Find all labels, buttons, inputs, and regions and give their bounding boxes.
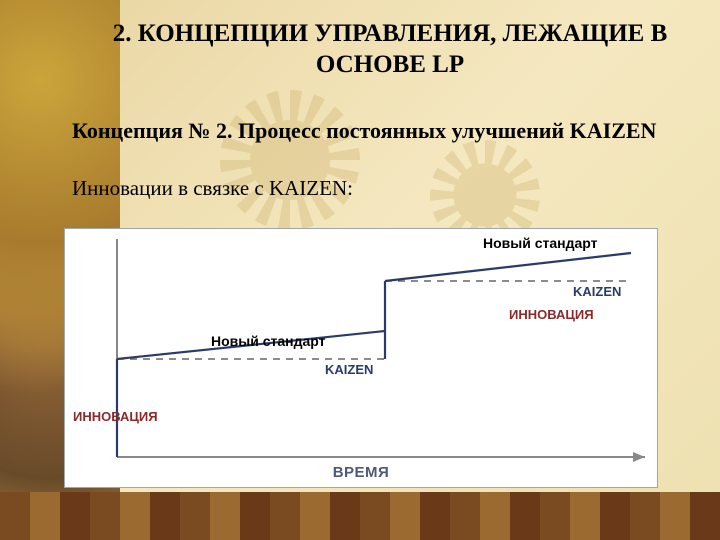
lead-text: Инновации в связке с KAIZEN:	[72, 176, 682, 201]
slide: 2. КОНЦЕПЦИИ УПРАВЛЕНИЯ, ЛЕЖАЩИЕ В ОСНОВ…	[0, 0, 720, 540]
slide-title: 2. КОНЦЕПЦИИ УПРАВЛЕНИЯ, ЛЕЖАЩИЕ В ОСНОВ…	[110, 18, 670, 81]
standard-label: Новый стандарт	[483, 235, 598, 251]
chart-svg	[65, 229, 657, 487]
innovation-label: ИННОВАЦИЯ	[509, 307, 594, 322]
x-axis-label: ВРЕМЯ	[329, 464, 394, 481]
concept-subtitle: Концепция № 2. Процесс постоянных улучше…	[72, 118, 682, 144]
kaizen-label: KAIZEN	[573, 284, 621, 299]
kaizen-chart: ИННОВАЦИЯ KAIZEN Новый стандарт ИННОВАЦИЯ KA…	[64, 228, 658, 488]
innovation-label: ИННОВАЦИЯ	[73, 409, 158, 424]
kaizen-label: KAIZEN	[325, 362, 373, 377]
bottom-ornament	[0, 492, 720, 540]
gear-icon	[220, 90, 360, 230]
standard-label: Новый стандарт	[211, 333, 326, 349]
